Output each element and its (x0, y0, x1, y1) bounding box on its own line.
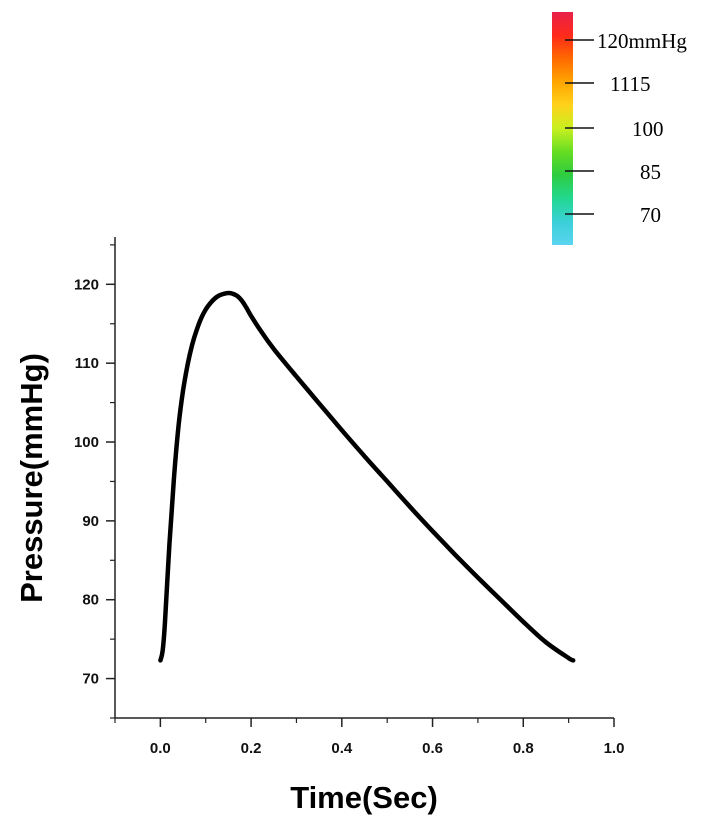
y-tick-label: 80 (82, 592, 99, 609)
colorbar-label: 100 (632, 117, 664, 141)
y-tick-label: 110 (75, 355, 99, 372)
y-tick-label: 70 (82, 671, 99, 688)
x-tick-label: 0.4 (331, 740, 353, 757)
pressure-curve (158, 290, 576, 663)
colorbar-label: 120mmHg (597, 29, 687, 53)
x-tick-label: 1.0 (604, 740, 625, 757)
x-tick-label: 0.0 (150, 740, 171, 757)
colorbar: 120mmHg 1115 100 85 70 (552, 12, 687, 245)
colorbar-gradient (552, 12, 573, 245)
y-tick-label: 120 (74, 276, 99, 293)
x-tick-label: 0.2 (241, 740, 262, 757)
colorbar-label: 85 (640, 160, 661, 184)
x-axis-title: Time(Sec) (290, 780, 438, 815)
x-tick-label: 0.8 (513, 740, 534, 757)
colorbar-label: 70 (640, 203, 661, 227)
plot-axes: 70 80 90 100 110 120 0.0 0.2 0.4 0.6 0.8 1.0 (74, 237, 624, 757)
y-tick-label: 100 (74, 434, 99, 451)
y-tick-label: 90 (82, 513, 99, 530)
y-axis-title: Pressure(mmHg) (14, 353, 49, 603)
colorbar-label: 1115 (610, 72, 650, 96)
x-tick-label: 0.6 (422, 740, 443, 757)
